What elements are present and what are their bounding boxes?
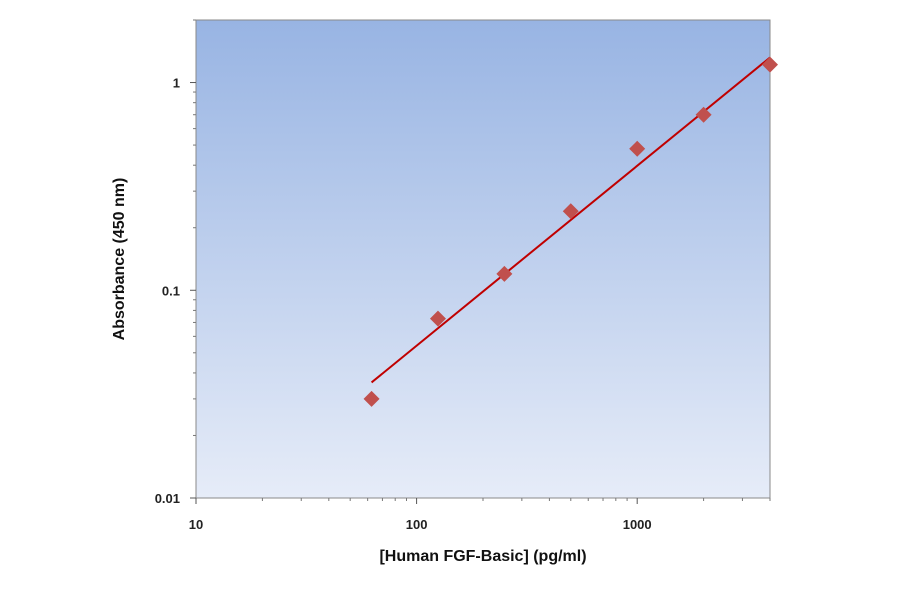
data-point (762, 56, 778, 73)
y-tick-label: 0.1 (162, 283, 180, 298)
y-axis-title: Absorbance (450 nm) (111, 178, 128, 341)
data-point (429, 310, 446, 327)
x-axis-title: [Human FGF-Basic] (pg/ml) (379, 548, 586, 565)
data-point (562, 203, 579, 220)
data-point (695, 106, 712, 123)
data-point (629, 140, 646, 157)
plot-area (195, 19, 771, 499)
data-point (496, 265, 513, 282)
data-point (363, 390, 380, 407)
data-points (363, 56, 778, 407)
y-tick-label: 1 (173, 76, 180, 91)
y-tick-label: 0.01 (155, 491, 180, 506)
x-axis-ticks: 10 100 1000 (189, 498, 771, 532)
y-axis-ticks: 0.01 0.1 1 (155, 19, 196, 506)
x-tick-label: 1000 (623, 517, 652, 532)
x-tick-label: 100 (406, 517, 428, 532)
x-tick-label: 10 (189, 517, 203, 532)
